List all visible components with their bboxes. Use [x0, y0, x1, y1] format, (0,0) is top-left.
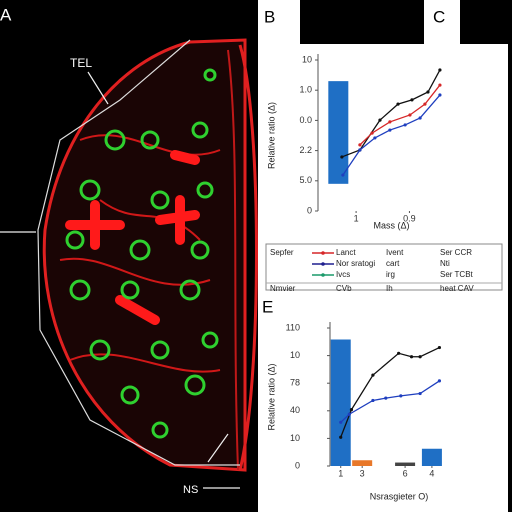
point [349, 408, 354, 412]
table-cell: Ser TCBt [440, 270, 474, 279]
legend-table [265, 243, 503, 291]
legend-dot [321, 262, 325, 266]
table-cell: Ivent [386, 248, 404, 257]
header-bar [300, 0, 424, 44]
table-cell: Ih [386, 284, 393, 293]
y-tick-label: 5.0 [299, 175, 312, 185]
point [418, 116, 422, 120]
point [358, 148, 362, 152]
bar [330, 339, 351, 466]
point [418, 355, 422, 359]
panel-label: A [0, 5, 12, 24]
x-axis-label: Nsrasgieter O) [370, 491, 429, 501]
point [341, 173, 345, 177]
panel-label: E [262, 297, 273, 316]
header-bar [460, 0, 512, 44]
point [423, 102, 427, 106]
micrograph [0, 38, 258, 489]
point [384, 396, 388, 400]
point [371, 373, 375, 377]
x-tick-label: 6 [403, 468, 408, 478]
x-tick-label: 0.9 [403, 213, 416, 223]
table-cell: Nor sratogi [336, 259, 375, 268]
point [371, 398, 375, 403]
point [388, 120, 392, 124]
y-tick-label: 0.0 [299, 115, 312, 125]
legend-dot [321, 273, 325, 277]
point [408, 113, 412, 117]
point [437, 379, 442, 383]
point [340, 155, 344, 159]
point [370, 131, 374, 135]
bar [352, 460, 373, 466]
y-tick-label: 40 [290, 405, 300, 415]
point [426, 90, 430, 94]
point [403, 123, 407, 127]
table-cell: Sepfer [270, 248, 294, 257]
x-tick-label: 1 [338, 468, 343, 478]
bar [395, 462, 416, 466]
point [378, 118, 382, 122]
point [409, 355, 414, 359]
y-tick-label: 1.0 [299, 85, 312, 95]
y-axis-label: Relative ratio (Δ) [266, 363, 276, 430]
table-cell: Nti [440, 259, 450, 268]
point [438, 83, 442, 87]
point [410, 98, 414, 102]
annotation: NS [183, 484, 198, 496]
table-cell: Nmvier [270, 284, 296, 293]
y-tick-label: 10 [290, 433, 300, 443]
y-tick-label: 78 [290, 378, 300, 388]
point [373, 136, 377, 140]
point [358, 143, 362, 147]
legend-dot [321, 251, 325, 255]
point [437, 345, 442, 350]
table-cell: heat CAV [440, 284, 474, 293]
table-cell: Ser CCR [440, 248, 472, 257]
point [438, 68, 442, 72]
table-cell: Ivcs [336, 270, 350, 279]
panel-label: C [433, 7, 445, 26]
y-axis-label: Relative ratio (Δ) [266, 102, 276, 169]
x-tick-label: 3 [360, 468, 365, 478]
panel-label: B [264, 7, 275, 26]
y-tick-label: 0 [295, 460, 300, 470]
x-tick-label: 1 [354, 213, 359, 223]
panel-bg [258, 0, 508, 512]
table-cell: cart [386, 259, 400, 268]
point [339, 420, 343, 424]
point [418, 391, 422, 396]
y-tick-label: 10 [290, 350, 300, 360]
x-tick-label: 4 [429, 468, 434, 478]
point [339, 435, 343, 439]
y-tick-label: 0 [307, 205, 312, 215]
y-tick-label: 10 [302, 54, 312, 64]
point [347, 412, 351, 416]
table-cell: Lanct [336, 248, 356, 257]
table-cell: irg [386, 270, 395, 279]
point [399, 394, 403, 398]
point [396, 102, 400, 106]
point [397, 351, 401, 355]
edge [508, 0, 512, 512]
point [438, 93, 442, 97]
bar [328, 81, 349, 184]
line [359, 84, 441, 146]
x-axis-label: Mass (Δ) [373, 220, 409, 230]
y-tick-label: 2.2 [299, 145, 312, 155]
table-cell: CVb [336, 284, 352, 293]
y-tick-label: 110 [286, 322, 300, 332]
annotation: TEL [70, 56, 92, 70]
point [388, 128, 392, 132]
bar [421, 448, 442, 466]
